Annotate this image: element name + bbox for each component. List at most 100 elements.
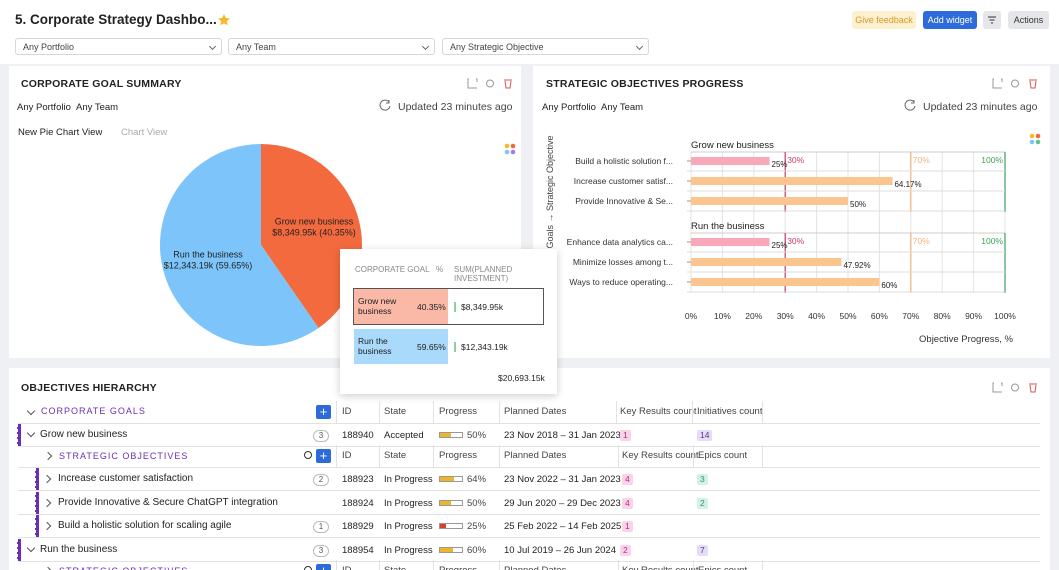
key-results-badge: 1 [622,521,633,532]
column-header: ID [342,450,352,461]
expand-toggle[interactable] [42,498,52,507]
column-header: State [384,406,407,417]
tab[interactable]: Chart View [121,127,168,138]
category-label: Provide Innovative & Se... [575,196,673,206]
column-divider [618,445,619,467]
column-header: Planned Dates [504,564,567,570]
row-line [18,490,1040,491]
column-header: Epics count [698,564,748,570]
column-divider [379,445,380,467]
category-label: Ways to reduce operating... [569,277,673,287]
expand-toggle[interactable] [26,406,36,416]
key-results-badge: 4 [622,474,633,485]
threshold-label: 30% [787,236,804,246]
bar-value-label: 25% [772,241,788,250]
expand-toggle[interactable] [26,428,36,438]
tooltip-row-bg [354,289,448,324]
row-name: Provide Innovative & Secure ChatGPT inte… [58,496,278,508]
column-divider [433,559,434,570]
slice-value-label: $8,349.95k (40.35%) [272,227,356,237]
tooltip-total: $20,693.15k [498,373,545,383]
progress-label: 50% [467,430,487,441]
row-state: Accepted [384,430,424,441]
column-divider [762,559,763,570]
star-icon[interactable] [218,14,230,26]
row-name: Run the business [40,543,118,555]
group-label: Run the business [691,221,765,232]
column-header: State [384,564,407,570]
search-icon[interactable] [304,565,312,570]
portfolio-label: Any Portfolio [542,102,596,113]
column-divider [336,401,337,423]
row-id: 188923 [342,474,374,485]
row-line [18,513,1040,515]
progress-bar [440,433,451,437]
column-divider [499,445,500,467]
bar-value-label: 60% [881,281,897,290]
category-label: Enhance data analytics ca... [567,237,673,247]
tooltip-percent: 40.35% [417,302,446,312]
threshold-label: 100% [981,155,1003,165]
panel-title: OBJECTIVES HIERARCHY [21,382,157,394]
objective-filter[interactable]: Any Strategic Objective [442,38,649,55]
row-line [18,537,1040,538]
expand-toggle[interactable] [43,566,53,570]
row-state: In Progress [384,544,433,556]
column-header: State [384,450,407,461]
progress-track [439,523,463,529]
expand-toggle[interactable] [42,521,52,531]
expand-toggle[interactable] [26,543,36,552]
tooltip-column: CORPORATE GOAL [355,265,430,274]
column-divider [433,445,434,467]
indent-bar [17,424,21,447]
category-label: Increase customer satisf... [574,176,673,186]
bar-value-label: 25% [772,160,788,169]
expand-toggle[interactable] [43,451,53,461]
portfolio-filter[interactable]: Any Portfolio [15,38,222,55]
column-divider [762,445,763,467]
column-divider [693,445,694,467]
bar [691,177,893,185]
add-button[interactable]: + [316,405,331,419]
actions-button[interactable]: Actions [1008,11,1049,29]
tooltip-goal: Run the business [358,336,392,356]
updated-label: Updated 23 minutes ago [398,101,513,113]
indent-bar [35,491,39,515]
filter-button[interactable] [983,11,1001,29]
team-filter[interactable]: Any Team [228,38,435,55]
panel-title: STRATEGIC OBJECTIVES PROGRESS [546,78,744,90]
x-tick-label: 30% [777,311,794,321]
tooltip-sum: $8,349.95k [454,302,503,312]
column-divider [433,401,434,423]
row-name: Increase customer satisfaction [58,473,194,484]
add-button[interactable]: + [316,449,331,463]
column-divider [693,559,694,570]
progress-track [439,499,463,506]
tooltip-sum: $12,343.19k [454,342,508,352]
progress-track [439,546,463,553]
tab-active[interactable]: New Pie Chart View [18,127,103,138]
initiatives-badge: 7 [697,544,708,556]
x-tick-label: 0% [685,311,698,321]
hierarchy-panel [9,368,1050,570]
feedback-button[interactable]: Give feedback [852,11,916,29]
x-tick-label: 100% [994,311,1016,321]
tooltip-goal: Grow new business [358,296,397,316]
row-dates: 25 Feb 2022 – 14 Feb 2025 [504,521,622,532]
search-icon[interactable] [304,451,312,459]
bar [691,157,770,165]
column-header: Planned Dates [504,406,567,417]
sub-label: STRATEGIC OBJECTIVES [59,566,188,570]
x-tick-label: 90% [965,311,982,321]
indent-bar [17,538,21,562]
expand-toggle[interactable] [42,474,52,484]
panel-icons[interactable] [379,78,1037,393]
add-button[interactable]: + [316,563,331,570]
bar-value-label: 64.17% [894,180,921,189]
column-header: ID [342,406,352,417]
add-widget-button[interactable]: Add widget [923,11,977,29]
progress-label: 25% [467,521,487,532]
tooltip-column: % [436,265,444,274]
palette-icon[interactable] [504,133,1041,155]
